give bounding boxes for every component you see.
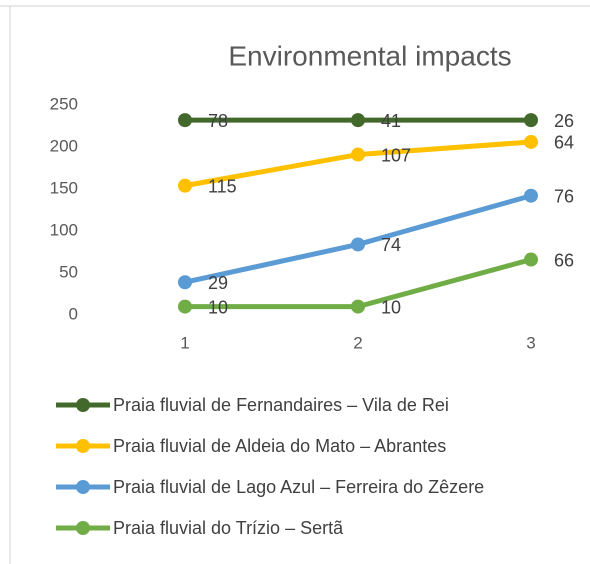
data-label: 107 — [381, 145, 411, 165]
x-tick-label: 1 — [180, 333, 189, 352]
chart-title: Environmental impacts — [228, 40, 511, 71]
data-point — [524, 134, 538, 149]
x-tick-label: 2 — [353, 333, 362, 352]
data-point — [524, 188, 538, 203]
data-label: 41 — [381, 111, 401, 131]
data-label: 10 — [208, 297, 228, 317]
legend-label: Praia fluvial de Fernandaires – Vila de … — [113, 395, 449, 415]
data-label: 10 — [381, 297, 401, 317]
legend-marker — [76, 480, 90, 494]
data-label: 74 — [381, 235, 401, 255]
data-point — [524, 252, 538, 267]
data-point — [178, 113, 192, 128]
data-label: 78 — [208, 111, 228, 131]
data-point — [524, 113, 538, 128]
y-tick-label: 150 — [50, 178, 78, 197]
data-label: 115 — [208, 176, 237, 196]
series-line — [185, 257, 532, 310]
data-point — [351, 147, 365, 162]
y-tick-label: 100 — [50, 220, 78, 239]
y-tick-label: 200 — [50, 136, 78, 155]
data-point — [178, 178, 192, 193]
data-label: 26 — [554, 111, 574, 131]
data-point — [178, 299, 192, 314]
legend-marker — [76, 398, 90, 412]
y-tick-label: 250 — [50, 94, 78, 113]
data-label: 66 — [554, 250, 574, 270]
data-point — [351, 113, 365, 128]
legend-marker — [76, 521, 90, 535]
y-tick-label: 0 — [69, 304, 78, 323]
data-point — [178, 275, 192, 290]
legend-marker — [76, 439, 90, 453]
legend-label: Praia fluvial do Trízio – Sertã — [113, 518, 344, 538]
legend-label: Praia fluvial de Aldeia do Mato – Abrant… — [113, 436, 446, 456]
y-tick-label: 50 — [59, 262, 78, 281]
data-label: 64 — [554, 133, 574, 153]
data-point — [351, 299, 365, 314]
data-label: 29 — [208, 273, 228, 293]
x-tick-label: 3 — [526, 333, 535, 352]
data-label: 76 — [554, 186, 574, 206]
data-point — [351, 237, 365, 252]
legend-label: Praia fluvial de Lago Azul – Ferreira do… — [113, 477, 484, 497]
